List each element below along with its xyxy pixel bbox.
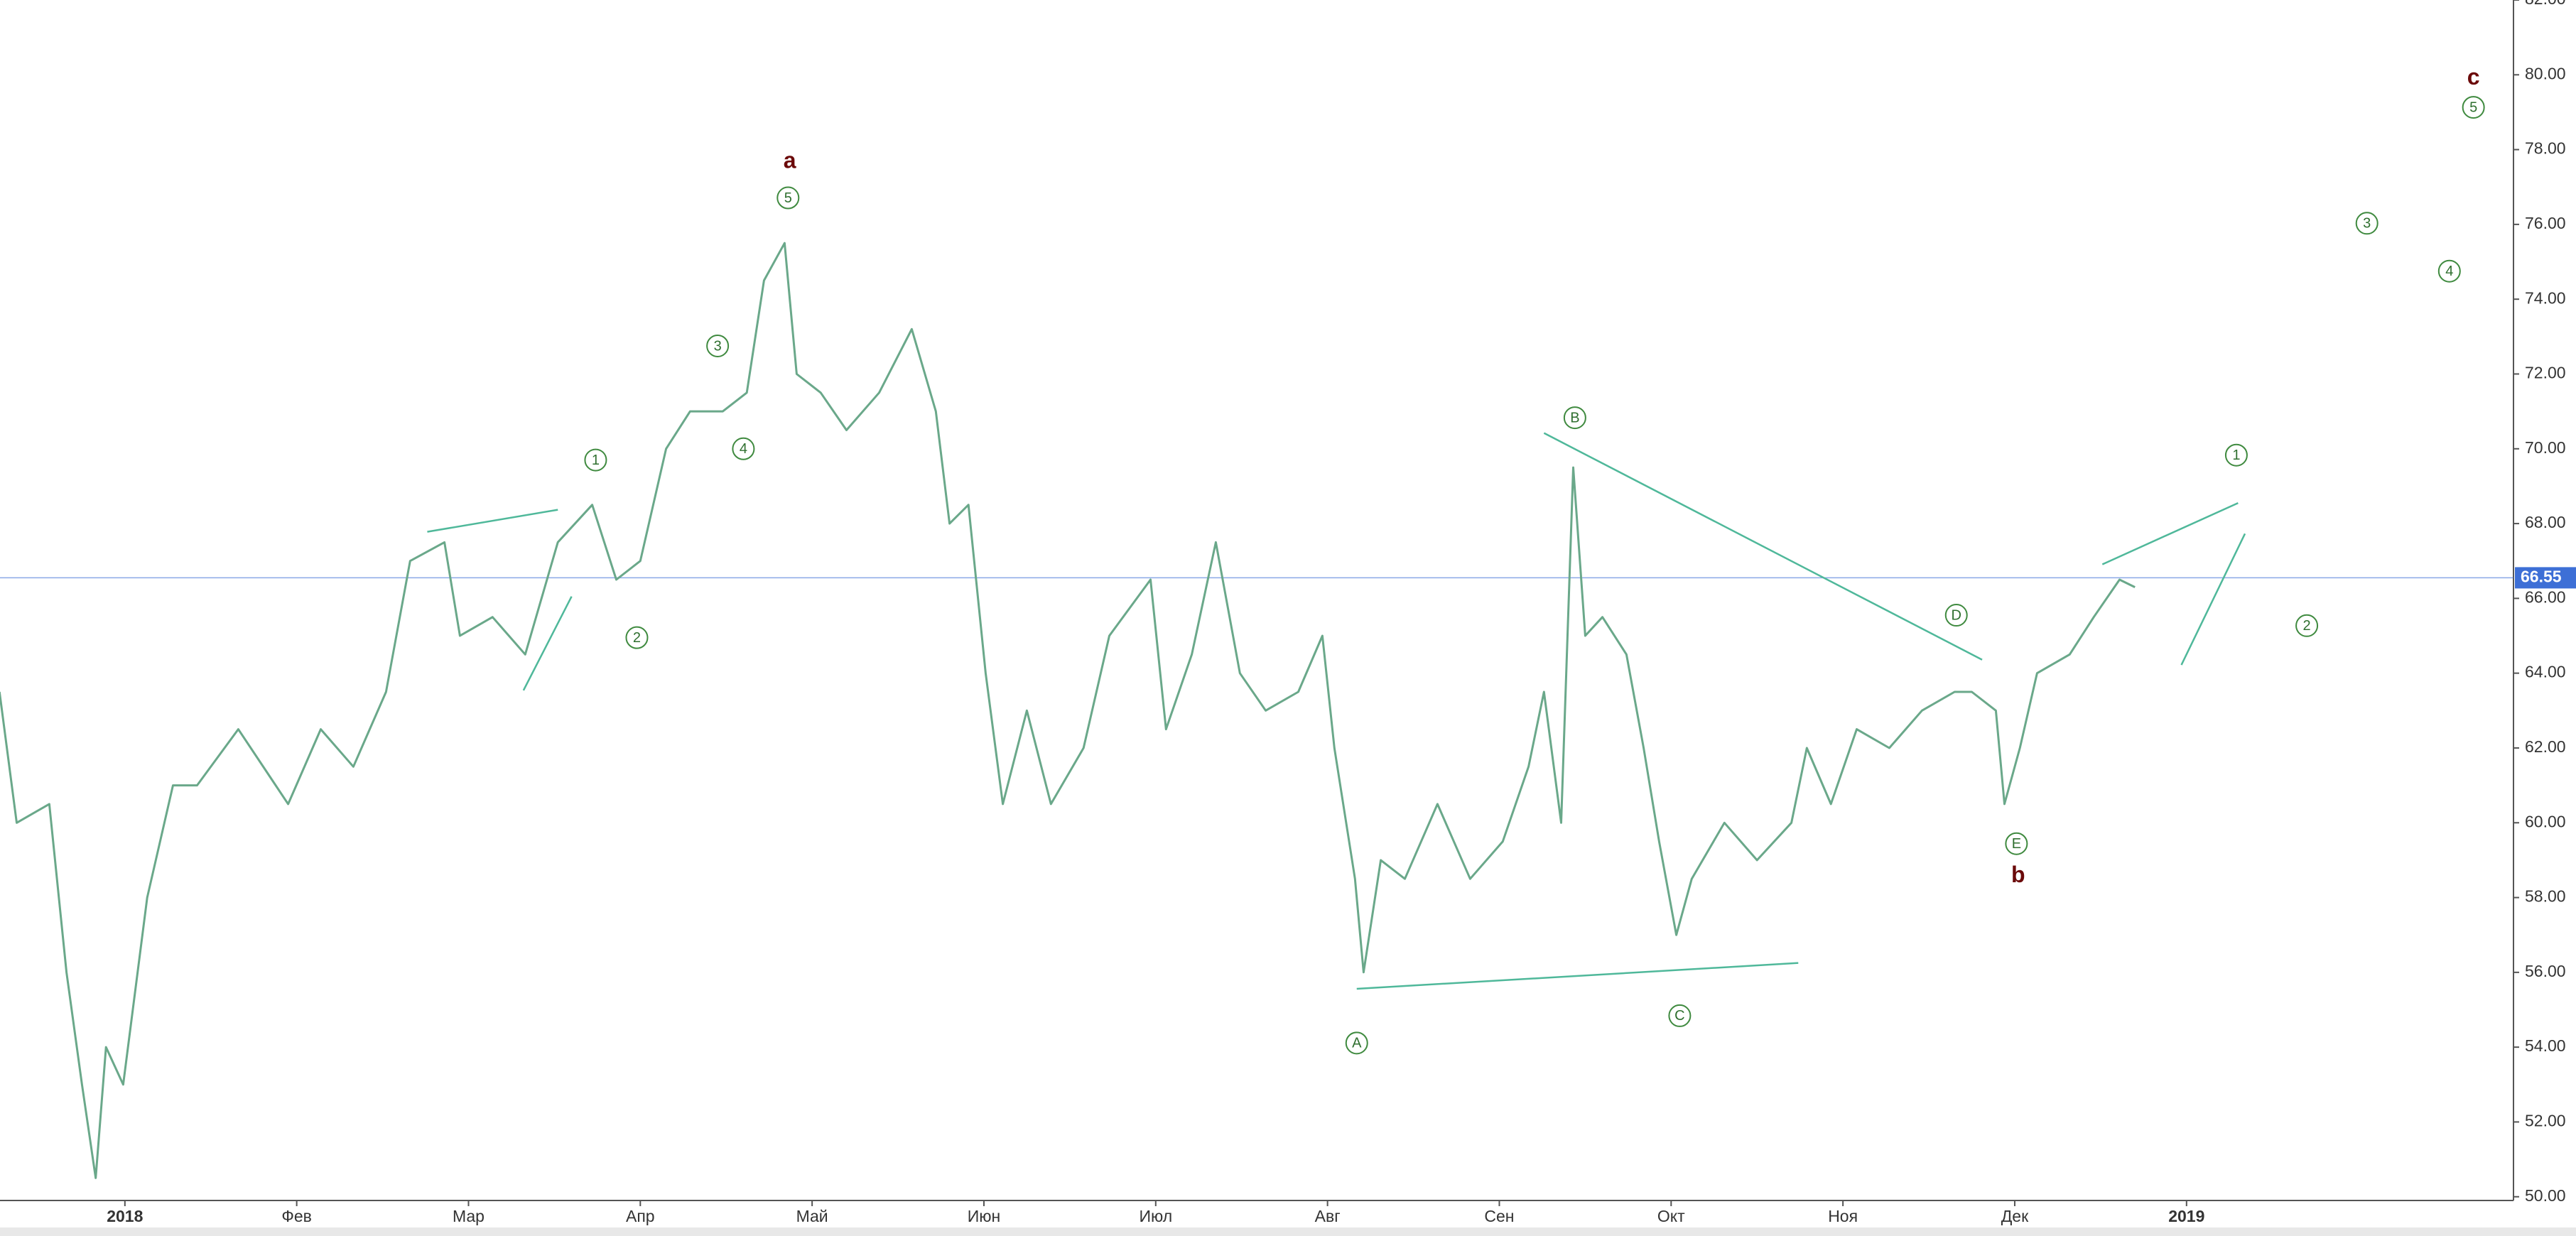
y-tick-label: 64.00: [2525, 663, 2566, 681]
wave-label: C: [1674, 1008, 1684, 1024]
x-tick-label: Июн: [968, 1207, 1000, 1225]
x-tick-label: Авг: [1315, 1207, 1341, 1225]
x-tick-label: Дек: [2001, 1207, 2029, 1225]
x-tick-label: 2019: [2168, 1207, 2204, 1225]
x-tick-label: Апр: [626, 1207, 655, 1225]
x-tick-label: Ноя: [1828, 1207, 1858, 1225]
wave-degree-label: b: [2011, 862, 2025, 887]
wave-marker: [2355, 212, 2379, 235]
wave-label: 4: [740, 441, 747, 457]
x-tick-label: Фев: [281, 1207, 312, 1225]
x-tick-label: Сен: [1484, 1207, 1514, 1225]
wave-label: E: [2012, 836, 2021, 852]
wave-label: 2: [2303, 618, 2311, 634]
trend-line: [427, 509, 558, 533]
wave-label: 1: [592, 452, 600, 468]
y-tick-label: 78.00: [2525, 139, 2566, 158]
y-tick-label: 62.00: [2525, 737, 2566, 756]
y-tick-label: 80.00: [2525, 64, 2566, 82]
y-tick-label: 76.00: [2525, 214, 2566, 232]
y-tick-label: 56.00: [2525, 962, 2566, 980]
wave-marker: [584, 448, 607, 472]
y-tick-label: 66.00: [2525, 587, 2566, 606]
wave-label: 3: [714, 338, 722, 354]
wave-label: 2: [633, 630, 641, 646]
trend-line: [1356, 962, 1799, 990]
wave-marker: [1345, 1031, 1368, 1055]
wave-marker: [2224, 443, 2248, 467]
wave-label: B: [1570, 410, 1579, 425]
wave-label: D: [1952, 607, 1961, 623]
y-tick-label: 70.00: [2525, 438, 2566, 457]
wave-marker: [776, 186, 800, 210]
wave-degree-label: c: [2467, 64, 2480, 90]
bottom-strip: [0, 1227, 2576, 1236]
price-series: [0, 242, 2136, 1179]
y-tick-label: 82.00: [2525, 0, 2566, 8]
y-tick-label: 58.00: [2525, 887, 2566, 906]
wave-label: 5: [784, 190, 792, 206]
wave-degree-label: a: [784, 147, 796, 173]
y-tick-label: 72.00: [2525, 364, 2566, 382]
wave-marker: [1668, 1004, 1692, 1027]
y-tick-label: 54.00: [2525, 1036, 2566, 1055]
wave-marker: [732, 437, 755, 460]
y-tick-label: 50.00: [2525, 1186, 2566, 1205]
x-tick-label: Июл: [1139, 1207, 1172, 1225]
wave-marker: [625, 626, 649, 649]
wave-label: 4: [2445, 264, 2453, 279]
wave-marker: [1563, 406, 1586, 430]
wave-label: 3: [2363, 216, 2371, 232]
price-label-box: [2515, 567, 2576, 589]
wave-marker: [706, 334, 730, 357]
wave-marker: [2462, 96, 2485, 119]
wave-label: A: [1352, 1036, 1362, 1051]
wave-marker: [2005, 832, 2028, 855]
x-tick-label: Май: [796, 1207, 828, 1225]
price-label: 66.55: [2521, 567, 2562, 585]
trend-line: [1543, 432, 1983, 661]
y-tick-label: 74.00: [2525, 288, 2566, 307]
wave-marker: [2295, 614, 2319, 637]
x-tick-label: 2018: [107, 1207, 143, 1225]
trend-line: [2180, 533, 2246, 666]
wave-marker: [1944, 604, 1968, 627]
trend-line: [2101, 502, 2239, 565]
wave-marker: [2437, 259, 2461, 283]
y-tick-label: 52.00: [2525, 1112, 2566, 1130]
x-tick-label: Мар: [453, 1207, 485, 1225]
y-tick-label: 60.00: [2525, 812, 2566, 830]
x-tick-label: Окт: [1657, 1207, 1685, 1225]
wave-label: 1: [2232, 448, 2240, 463]
trend-line: [522, 596, 573, 691]
wave-label: 5: [2469, 99, 2477, 115]
y-tick-label: 68.00: [2525, 513, 2566, 531]
